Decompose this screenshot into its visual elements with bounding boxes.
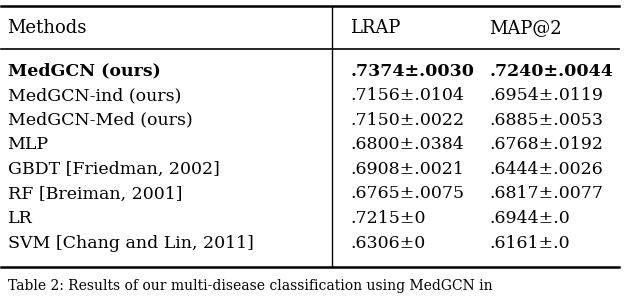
Text: RF [Breiman, 2001]: RF [Breiman, 2001] <box>8 185 182 202</box>
Text: .6444±.0026: .6444±.0026 <box>489 161 603 178</box>
Text: .6306±0: .6306±0 <box>350 235 426 251</box>
Text: MedGCN-ind (ours): MedGCN-ind (ours) <box>8 87 181 104</box>
Text: .6954±.0119: .6954±.0119 <box>489 87 604 104</box>
Text: .6817±.0077: .6817±.0077 <box>489 185 604 202</box>
Text: .6800±.0384: .6800±.0384 <box>350 136 464 153</box>
Text: .6944±.0: .6944±.0 <box>489 210 570 227</box>
Text: MedGCN-Med (ours): MedGCN-Med (ours) <box>8 112 192 129</box>
Text: .7240±.0044: .7240±.0044 <box>489 62 613 80</box>
Text: LR: LR <box>8 210 32 227</box>
Text: .7215±0: .7215±0 <box>350 210 426 227</box>
Text: MedGCN (ours): MedGCN (ours) <box>8 62 160 80</box>
Text: Table 2: Results of our multi-disease classification using MedGCN in: Table 2: Results of our multi-disease cl… <box>8 279 492 293</box>
Text: .6768±.0192: .6768±.0192 <box>489 136 604 153</box>
Text: .6885±.0053: .6885±.0053 <box>489 112 604 129</box>
Text: MLP: MLP <box>8 136 49 153</box>
Text: Methods: Methods <box>8 19 87 37</box>
Text: .7156±.0104: .7156±.0104 <box>350 87 464 104</box>
Text: .7374±.0030: .7374±.0030 <box>350 62 474 80</box>
Text: .6908±.0021: .6908±.0021 <box>350 161 464 178</box>
Text: LRAP: LRAP <box>350 19 401 37</box>
Text: MAP@2: MAP@2 <box>489 19 562 37</box>
Text: .6161±.0: .6161±.0 <box>489 235 570 251</box>
Text: .7150±.0022: .7150±.0022 <box>350 112 465 129</box>
Text: GBDT [Friedman, 2002]: GBDT [Friedman, 2002] <box>8 161 220 178</box>
Text: .6765±.0075: .6765±.0075 <box>350 185 465 202</box>
Text: SVM [Chang and Lin, 2011]: SVM [Chang and Lin, 2011] <box>8 235 253 251</box>
